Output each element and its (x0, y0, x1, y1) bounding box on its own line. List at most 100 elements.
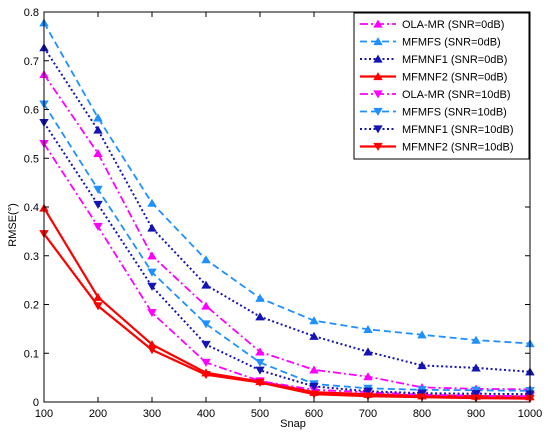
series-line (43, 233, 531, 400)
x-tick-label: 900 (467, 408, 485, 420)
data-point (201, 358, 211, 367)
data-point (93, 302, 103, 311)
legend-item: MFMNF1 (SNR=10dB) (360, 124, 514, 136)
legend-item: MFMFS (SNR=10dB) (360, 107, 507, 119)
legend-swatch-marker (373, 54, 383, 63)
legend-swatch-marker (373, 72, 383, 81)
data-point (93, 113, 103, 122)
x-tick-label: 400 (197, 408, 215, 420)
x-tick-label: 700 (359, 408, 377, 420)
data-point (255, 378, 265, 387)
y-axis-label: RMSE(°) (7, 203, 19, 247)
series-6 (39, 100, 535, 396)
y-tick-label: 0.5 (24, 153, 39, 165)
data-point (93, 200, 103, 209)
x-tick-label: 100 (35, 408, 53, 420)
data-point (201, 280, 211, 289)
legend: OLA-MR (SNR=0dB) MFMFS (SNR=0dB) MFMNF1 (S… (353, 12, 530, 160)
data-point (309, 365, 319, 374)
y-tick-label: 0.3 (24, 251, 39, 263)
data-point (147, 198, 157, 207)
y-tick-label: 0.4 (24, 202, 39, 214)
legend-label: MFMNF2 (SNR=0dB) (402, 72, 507, 84)
data-point (93, 149, 103, 158)
data-point (309, 316, 319, 325)
series-line (43, 207, 531, 398)
data-point (147, 309, 157, 318)
y-tick-label: 0.7 (24, 56, 39, 68)
legend-item: MFMNF1 (SNR=0dB) (360, 54, 507, 66)
data-point (147, 346, 157, 355)
data-point (417, 330, 427, 339)
y-tick-label: 0.2 (24, 300, 39, 312)
data-point (201, 255, 211, 264)
data-point (255, 358, 265, 367)
data-point (93, 292, 103, 301)
y-tick-label: 0.8 (24, 7, 39, 19)
x-tick-label: 800 (413, 408, 431, 420)
legend-box (353, 12, 530, 160)
data-point (147, 282, 157, 291)
legend-item: MFMFS (SNR=0dB) (360, 37, 501, 49)
series-line (43, 47, 531, 373)
data-point (255, 293, 265, 302)
legend-label: OLA-MR (SNR=10dB) (402, 89, 511, 101)
data-point (201, 340, 211, 349)
data-point (417, 389, 427, 398)
legend-item: MFMNF2 (SNR=0dB) (360, 72, 507, 84)
legend-swatch-marker (373, 90, 383, 99)
legend-label: MFMFS (SNR=0dB) (402, 37, 501, 49)
data-point (93, 185, 103, 194)
legend-swatch-marker (373, 142, 383, 151)
legend-label: OLA-MR (SNR=0dB) (402, 19, 504, 31)
series-3 (39, 43, 535, 376)
legend-swatch-marker (373, 107, 383, 116)
series-8 (39, 230, 535, 403)
y-tick-label: 0.1 (24, 348, 39, 360)
series-line (43, 143, 531, 398)
data-point (147, 251, 157, 260)
series-line (43, 103, 531, 392)
x-tick-label: 200 (89, 408, 107, 420)
legend-swatch-marker (373, 37, 383, 46)
y-tick-label: 0.6 (24, 105, 39, 117)
data-point (255, 312, 265, 321)
y-tick-label: 0 (33, 397, 39, 409)
data-point (417, 361, 427, 370)
series-line (43, 22, 531, 345)
legend-swatch-marker (373, 19, 383, 28)
legend-item: OLA-MR (SNR=10dB) (360, 89, 511, 101)
data-point (363, 324, 373, 334)
data-point (93, 125, 103, 134)
data-point (147, 223, 157, 232)
data-point (201, 371, 211, 380)
data-point (363, 372, 373, 381)
data-point (471, 335, 481, 344)
x-tick-label: 500 (251, 408, 269, 420)
data-point (309, 331, 319, 340)
data-point (363, 387, 373, 396)
legend-label: MFMNF1 (SNR=10dB) (402, 124, 514, 136)
series-line (43, 122, 531, 396)
series-line (43, 73, 531, 391)
legend-label: MFMFS (SNR=10dB) (402, 107, 507, 119)
x-tick-label: 600 (305, 408, 323, 420)
x-axis-label: Snap (280, 418, 306, 430)
legend-label: MFMNF1 (SNR=0dB) (402, 54, 507, 66)
data-point (309, 382, 319, 391)
series-7 (39, 119, 535, 399)
data-point (201, 320, 211, 329)
data-point (363, 392, 373, 401)
legend-label: MFMNF2 (SNR=10dB) (402, 142, 514, 154)
data-point (471, 363, 481, 372)
data-point (363, 347, 373, 356)
legend-item: OLA-MR (SNR=0dB) (360, 19, 504, 31)
data-point (255, 347, 265, 356)
legend-swatch-marker (373, 125, 383, 134)
series-2 (39, 18, 535, 348)
x-tick-label: 1000 (518, 408, 542, 420)
axes-layer: 100 200 300 400 500 600 700 800 900 1000 0 0.1 0.2 0.… (24, 7, 543, 420)
data-point (309, 390, 319, 399)
series-layer (39, 18, 535, 403)
